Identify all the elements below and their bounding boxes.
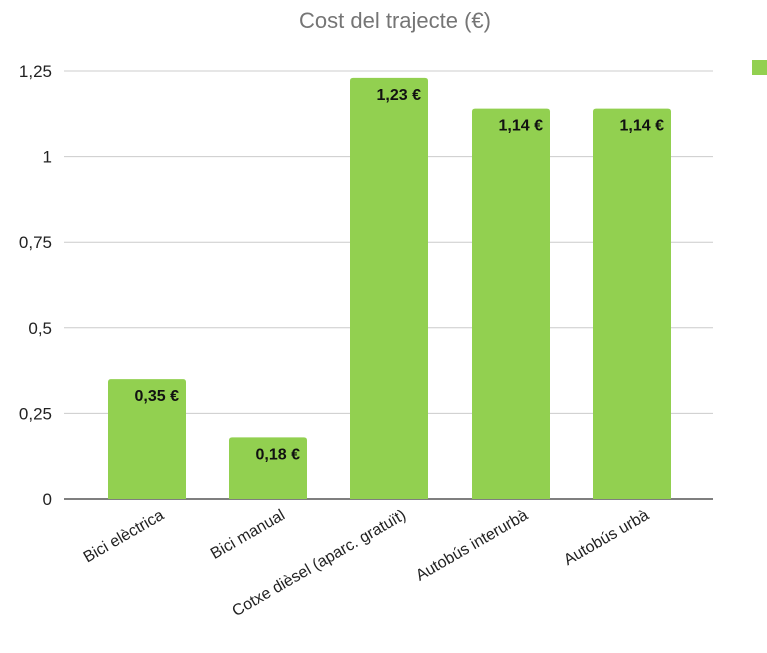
bar	[593, 108, 671, 499]
bar	[108, 379, 186, 499]
bar	[229, 437, 307, 499]
legend-swatch	[752, 60, 767, 75]
x-category-label: Autobús urbà	[561, 507, 652, 569]
x-category-label: Bici elèctrica	[81, 507, 167, 567]
y-tick-label: 0,25	[19, 404, 52, 423]
data-label: 1,14 €	[499, 118, 544, 135]
data-labels: 0,35 € 0,18 € 1,23 € 1,14 € 1,14 €	[135, 87, 665, 464]
chart-title: Cost del trajecte (€)	[299, 8, 491, 33]
x-category-label: Autobús interurbà	[413, 507, 531, 585]
data-label: 0,35 €	[135, 388, 180, 405]
data-label: 1,14 €	[620, 118, 665, 135]
data-label: 0,18 €	[256, 446, 301, 463]
y-tick-label: 1,25	[19, 62, 52, 81]
y-tick-label: 0,5	[28, 319, 52, 338]
bar	[350, 77, 428, 500]
legend	[752, 60, 767, 75]
y-tick-label: 1	[43, 148, 52, 167]
bar	[472, 108, 550, 499]
bars	[108, 77, 671, 500]
data-label: 1,23 €	[377, 87, 422, 104]
y-tick-label: 0,75	[19, 233, 52, 252]
x-category-label: Bici manual	[208, 507, 288, 563]
y-tick-label: 0	[43, 490, 52, 509]
y-axis-ticks: 0 0,25 0,5 0,75 1 1,25	[19, 62, 52, 509]
